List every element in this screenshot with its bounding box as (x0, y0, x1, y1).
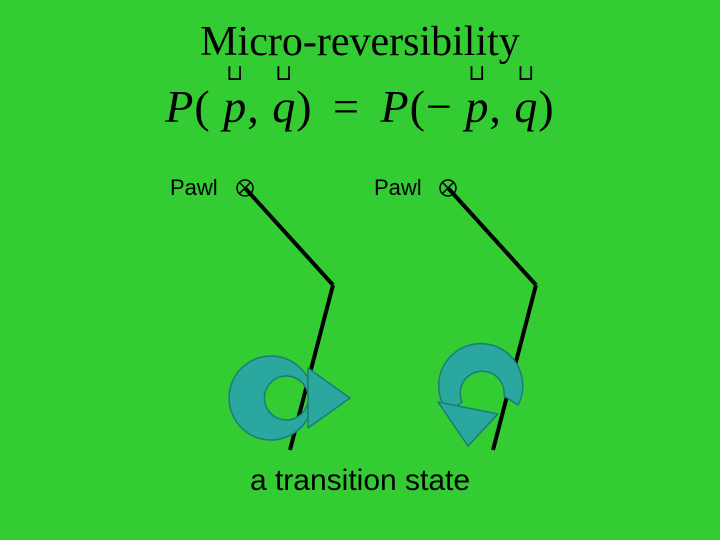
pawl-diagram (0, 0, 720, 540)
curved-arrow-right-icon (438, 344, 523, 446)
caption: a transition state (0, 464, 720, 498)
curved-arrow-left-icon (229, 356, 350, 440)
